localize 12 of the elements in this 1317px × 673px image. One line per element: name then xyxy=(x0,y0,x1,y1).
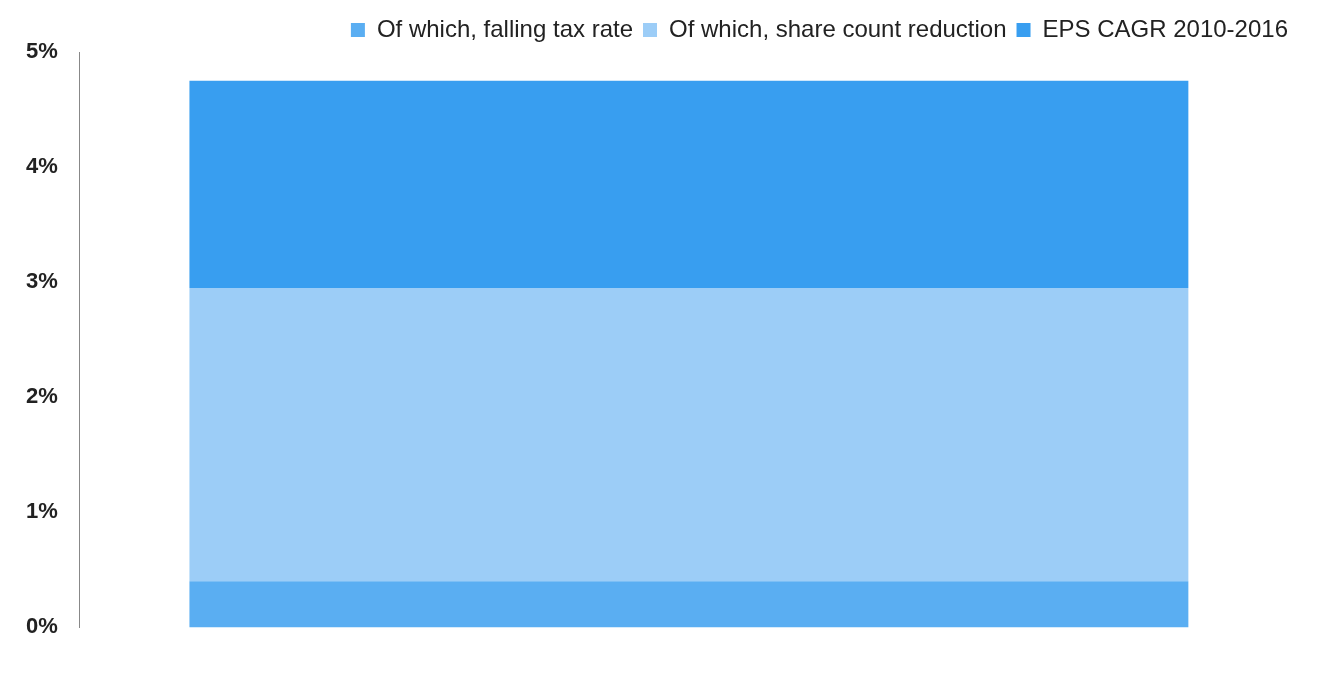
legend-label: EPS CAGR 2010-2016 xyxy=(1042,14,1289,42)
legend-label: Of which, falling tax rate xyxy=(376,14,634,42)
y-tick-label: 5% xyxy=(26,38,58,64)
y-tick-label: 0% xyxy=(26,613,58,639)
y-tick-label: 4% xyxy=(26,153,58,179)
bar xyxy=(189,581,1189,628)
y-tick-label: 1% xyxy=(26,498,58,524)
bar xyxy=(189,287,1189,582)
bar xyxy=(189,80,1189,288)
y-tick-label: 3% xyxy=(26,268,58,294)
y-tick-label: 2% xyxy=(26,383,58,409)
legend-label: Of which, share count reduction xyxy=(669,14,1007,42)
